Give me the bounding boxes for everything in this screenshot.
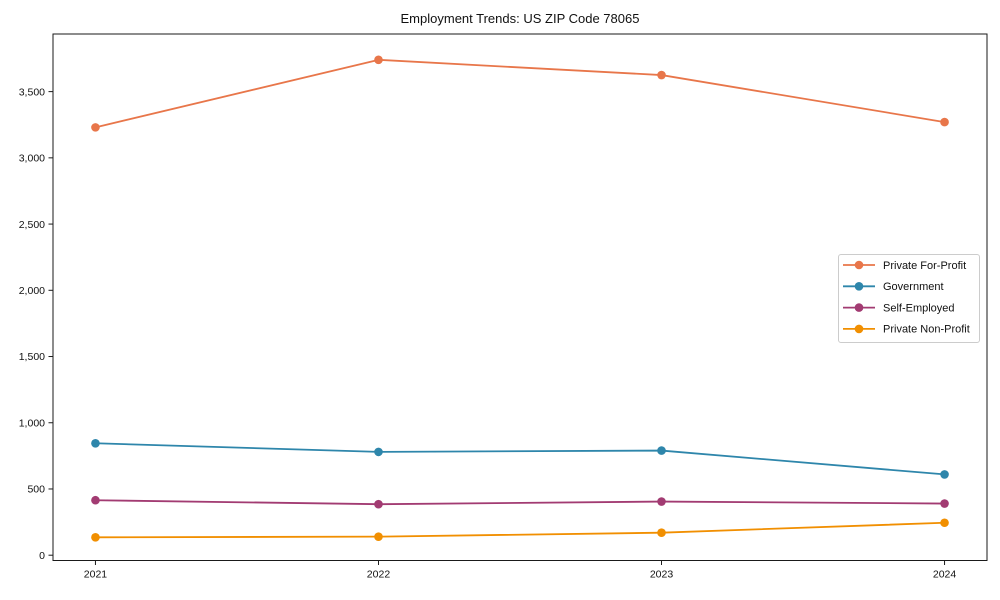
series-line-self-employed xyxy=(94,499,946,506)
marker-private-non-profit xyxy=(940,518,949,528)
marker-government xyxy=(657,446,666,455)
y-tick-label: 2,500 xyxy=(19,219,45,231)
legend-box xyxy=(838,254,980,343)
x-tick-label: 2021 xyxy=(84,569,108,581)
legend-marker-self-employed xyxy=(854,303,864,312)
legend-label-private-non-profit: Private Non-Profit xyxy=(883,324,970,336)
series-line-government xyxy=(94,442,946,476)
x-tick-label: 2022 xyxy=(367,569,391,581)
marker-self-employed xyxy=(657,497,666,506)
y-tick-label: 500 xyxy=(27,484,45,496)
marker-private-non-profit xyxy=(374,532,383,541)
series-line-private-for-profit xyxy=(94,58,946,129)
x-tick-label: 2024 xyxy=(933,569,957,581)
marker-private-non-profit xyxy=(91,533,100,542)
y-tick-label: 1,500 xyxy=(19,351,45,363)
y-tick-label: 3,500 xyxy=(19,86,45,98)
marker-self-employed xyxy=(374,499,383,509)
y-tick-label: 3,000 xyxy=(19,153,45,165)
marker-private-non-profit xyxy=(657,528,666,537)
legend-label-government: Government xyxy=(883,281,944,293)
series-line-private-non-profit xyxy=(94,521,946,539)
marker-government xyxy=(91,438,100,448)
chart-title: Employment Trends: US ZIP Code 78065 xyxy=(400,11,640,26)
marker-private-for-profit xyxy=(91,123,100,132)
legend-label-self-employed: Self-Employed xyxy=(883,302,955,314)
marker-government xyxy=(374,447,383,457)
legend-marker-government xyxy=(854,282,864,291)
legend-marker-private-non-profit xyxy=(854,324,864,334)
marker-private-for-profit xyxy=(940,117,949,127)
legend-label-private-for-profit: Private For-Profit xyxy=(883,260,966,272)
marker-government xyxy=(940,470,949,479)
y-tick-label: 0 xyxy=(39,550,45,562)
marker-private-for-profit xyxy=(657,70,666,80)
y-tick-label: 1,000 xyxy=(19,417,45,429)
y-tick-label: 2,000 xyxy=(19,285,45,297)
marker-self-employed xyxy=(91,495,100,505)
plot-frame xyxy=(52,33,988,561)
x-tick-label: 2023 xyxy=(650,569,674,581)
marker-self-employed xyxy=(940,499,949,508)
legend-marker-private-for-profit xyxy=(854,260,864,270)
marker-private-for-profit xyxy=(374,55,383,65)
